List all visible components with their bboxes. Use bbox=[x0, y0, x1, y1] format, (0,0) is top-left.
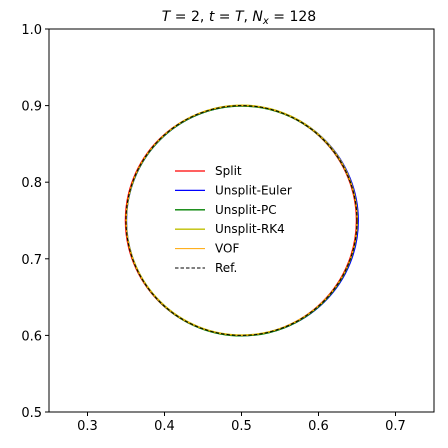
y-tick-label: 1.0 bbox=[21, 23, 42, 38]
legend-label: Ref. bbox=[215, 261, 237, 275]
chart-title: T = 2, t = T, Nx = 128 bbox=[162, 9, 316, 27]
y-tick-label: 0.8 bbox=[21, 176, 42, 191]
legend-label: Unsplit-RK4 bbox=[215, 222, 285, 236]
y-tick-label: 0.7 bbox=[21, 253, 42, 268]
legend-label: Unsplit-Euler bbox=[215, 183, 292, 197]
x-tick-label: 0.4 bbox=[154, 419, 175, 434]
x-tick-label: 0.6 bbox=[308, 419, 329, 434]
legend-label: Split bbox=[215, 164, 242, 178]
y-tick-label: 0.6 bbox=[21, 329, 42, 344]
series-contour-ref- bbox=[125, 105, 358, 336]
axes: 0.3 0.4 0.5 0.6 0.7 0.5 0.6 0.7 0.8 0.9 1.0 bbox=[21, 23, 435, 434]
x-tick-label: 0.5 bbox=[231, 419, 252, 434]
legend: Split Unsplit-Euler Unsplit-PC Unsplit-RK4 V… bbox=[175, 164, 292, 275]
y-tick-label: 0.9 bbox=[21, 100, 42, 115]
x-tick-label: 0.7 bbox=[385, 419, 406, 434]
legend-label: Unsplit-PC bbox=[215, 203, 277, 217]
y-tick-label: 0.5 bbox=[21, 406, 42, 421]
x-tick-label: 0.3 bbox=[77, 419, 98, 434]
legend-label: VOF bbox=[215, 242, 239, 256]
plot-area bbox=[124, 104, 359, 337]
